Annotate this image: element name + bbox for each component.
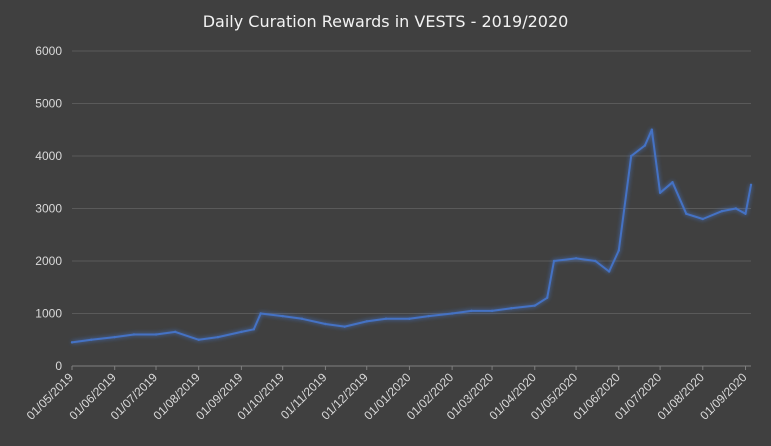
data-point bbox=[324, 322, 327, 326]
data-point bbox=[470, 309, 473, 313]
data-point bbox=[70, 341, 74, 344]
y-axis: 0 1000 2000 3000 4000 5000 6000 bbox=[35, 44, 62, 373]
data-point bbox=[545, 296, 549, 299]
data-point bbox=[552, 259, 556, 263]
data-point bbox=[216, 335, 220, 339]
x-tick-label: 01/09/2020 bbox=[697, 370, 750, 423]
data-point bbox=[734, 207, 738, 210]
data-point bbox=[174, 330, 177, 334]
data-point bbox=[365, 320, 368, 323]
x-axis: 01/05/201901/06/201901/07/201901/08/2019… bbox=[24, 366, 750, 423]
data-point bbox=[427, 314, 430, 318]
y-tick-label: 4000 bbox=[35, 149, 62, 163]
data-point bbox=[450, 312, 454, 315]
data-point bbox=[90, 338, 93, 341]
data-point bbox=[574, 257, 578, 260]
y-tick-label: 2000 bbox=[35, 254, 62, 268]
data-point bbox=[197, 338, 200, 341]
data-point bbox=[701, 217, 704, 221]
y-tick-label: 5000 bbox=[35, 97, 62, 111]
data-point bbox=[720, 209, 724, 213]
data-point bbox=[685, 212, 688, 215]
data-point bbox=[650, 128, 654, 131]
data-point bbox=[744, 212, 747, 215]
data-point bbox=[240, 330, 243, 334]
data-point bbox=[671, 181, 674, 184]
data-point bbox=[132, 333, 136, 336]
data-point bbox=[658, 191, 662, 194]
series-line bbox=[71, 128, 752, 344]
data-point bbox=[629, 154, 633, 158]
data-point bbox=[510, 307, 513, 310]
data-point bbox=[594, 259, 597, 263]
data-point bbox=[113, 335, 116, 339]
y-tick-label: 6000 bbox=[35, 44, 62, 58]
y-tick-label: 0 bbox=[55, 359, 62, 373]
data-point bbox=[749, 183, 753, 187]
data-point bbox=[643, 144, 647, 147]
data-point bbox=[617, 249, 620, 252]
data-point bbox=[490, 309, 494, 313]
data-point bbox=[259, 312, 262, 315]
data-point bbox=[252, 328, 256, 331]
data-point bbox=[533, 304, 536, 307]
y-tick-label: 3000 bbox=[35, 202, 62, 216]
data-point bbox=[408, 317, 411, 320]
data-point bbox=[300, 317, 304, 320]
data-point bbox=[607, 270, 611, 273]
data-point bbox=[343, 325, 346, 328]
data-point bbox=[281, 314, 284, 318]
data-point bbox=[154, 333, 158, 336]
series-points bbox=[70, 128, 753, 344]
chart-title: Daily Curation Rewards in VESTS - 2019/2… bbox=[202, 12, 569, 31]
y-tick-label: 1000 bbox=[35, 307, 62, 321]
y-gridlines bbox=[72, 50, 751, 367]
data-point bbox=[384, 317, 388, 320]
